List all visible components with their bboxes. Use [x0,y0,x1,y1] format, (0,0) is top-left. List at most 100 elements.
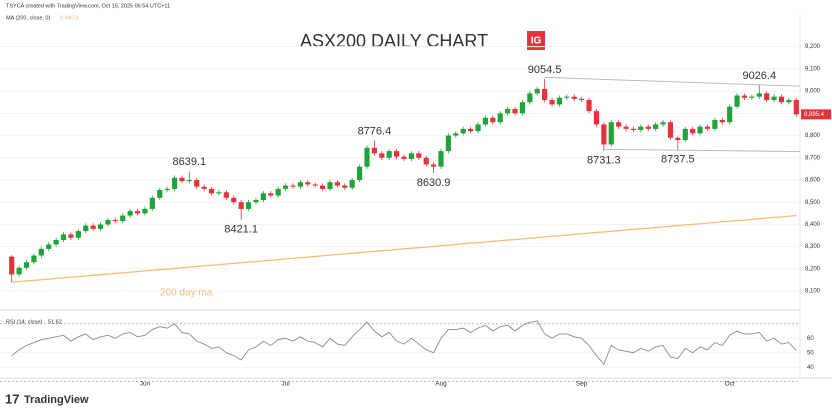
candle-body [564,96,570,98]
y-tick-label: 9,200 [805,44,821,50]
candle-body [490,117,496,123]
candle-body [112,220,118,222]
logo: IG [531,36,542,47]
candle-body [704,126,711,129]
candle-body [231,197,237,203]
rsi-tick-label: 40 [807,365,814,371]
price-annotation: 8737.5 [661,153,695,165]
candle-body [542,88,548,100]
candle-body [519,102,526,114]
candle-body [690,128,696,134]
price-annotation: 8776.4 [358,126,392,138]
candle-body [186,180,192,182]
logo-box [527,31,545,50]
price-annotation: 9026.4 [742,70,776,82]
candle-body [601,124,607,145]
candle-body [149,197,155,209]
candle-body [31,255,37,263]
candle-body [778,96,785,103]
candle-body [305,182,311,185]
price-annotation: 9054.5 [528,64,562,76]
candle-body [164,188,170,190]
candle-body [201,186,207,189]
y-tick-label: 8,700 [805,155,821,161]
candle-body [179,177,185,182]
candle-body [53,240,59,245]
candle-body [9,256,15,275]
candle-body [505,108,511,114]
candle-body [793,100,799,115]
x-tick-label: Aug [435,381,447,388]
candle-body [171,177,178,189]
candle-body [453,133,459,136]
candle-body [371,147,377,154]
candle-body [105,220,111,225]
y-tick-label: 8,800 [805,133,821,139]
candle-body [142,208,148,214]
candle-body [282,185,289,189]
candle-body [786,100,792,103]
candle-body [512,108,518,114]
candle-body [23,262,30,268]
candle-body [238,202,244,209]
candle-body [608,122,614,145]
candle-body [319,185,326,189]
price-annotation: 8421.1 [224,224,258,236]
candle-body [401,156,407,159]
candle-body [556,97,563,105]
candle-body [593,111,600,125]
candle-body [127,211,133,216]
candle-body [416,153,422,158]
trendline [603,148,801,153]
y-tick-label: 8,600 [805,178,821,184]
ma-annotation: 200 day ma [160,288,213,299]
candle-body [312,184,318,186]
candle-body [719,120,725,123]
candle-body [482,117,489,125]
candle-body [749,96,755,98]
candle-body [616,122,622,127]
candle-body [297,182,303,187]
candle-body [475,124,481,132]
candle-body [194,180,200,187]
rsi-tick-label: 60 [807,336,814,342]
candle-body [223,192,229,198]
candle-body [120,215,126,222]
candle-body [438,151,444,167]
candle-body [571,96,577,99]
candle-body [216,192,222,194]
candle-body [534,88,540,94]
candle-body [90,225,96,229]
candle-body [408,153,414,159]
candle-body [60,234,67,240]
candle-body [682,128,688,140]
y-tick-label: 8,100 [805,289,821,295]
y-tick-label: 8,300 [805,244,821,250]
last-price-label: 8,895.4 [804,112,825,118]
candle-body [727,106,733,123]
candle-body [356,166,363,180]
candle-body [75,231,81,238]
y-tick-label: 9,100 [805,66,821,72]
rsi-line [11,320,797,366]
rsi-legend-value: 51.62 [48,319,62,325]
price-annotation: 8630.9 [417,177,451,189]
candle-body [460,128,466,134]
candle-body [16,267,22,275]
candle-body [497,113,503,123]
candle-body [83,225,89,232]
rsi-legend: RSI (14, close) [6,319,43,325]
rsi-tick-label: 50 [807,350,814,356]
candle-body [260,193,266,200]
candle-body [771,96,777,100]
x-tick-label: Sep [576,381,588,388]
candle-body [342,185,348,188]
candle-body [290,185,296,187]
candle-body [268,193,274,196]
candle-body [157,190,163,198]
candle-body [245,202,252,209]
candle-body [38,248,44,256]
candle-body [327,182,333,189]
ma-legend-value: 8,440.3 [60,15,78,21]
ma-line [11,214,797,283]
